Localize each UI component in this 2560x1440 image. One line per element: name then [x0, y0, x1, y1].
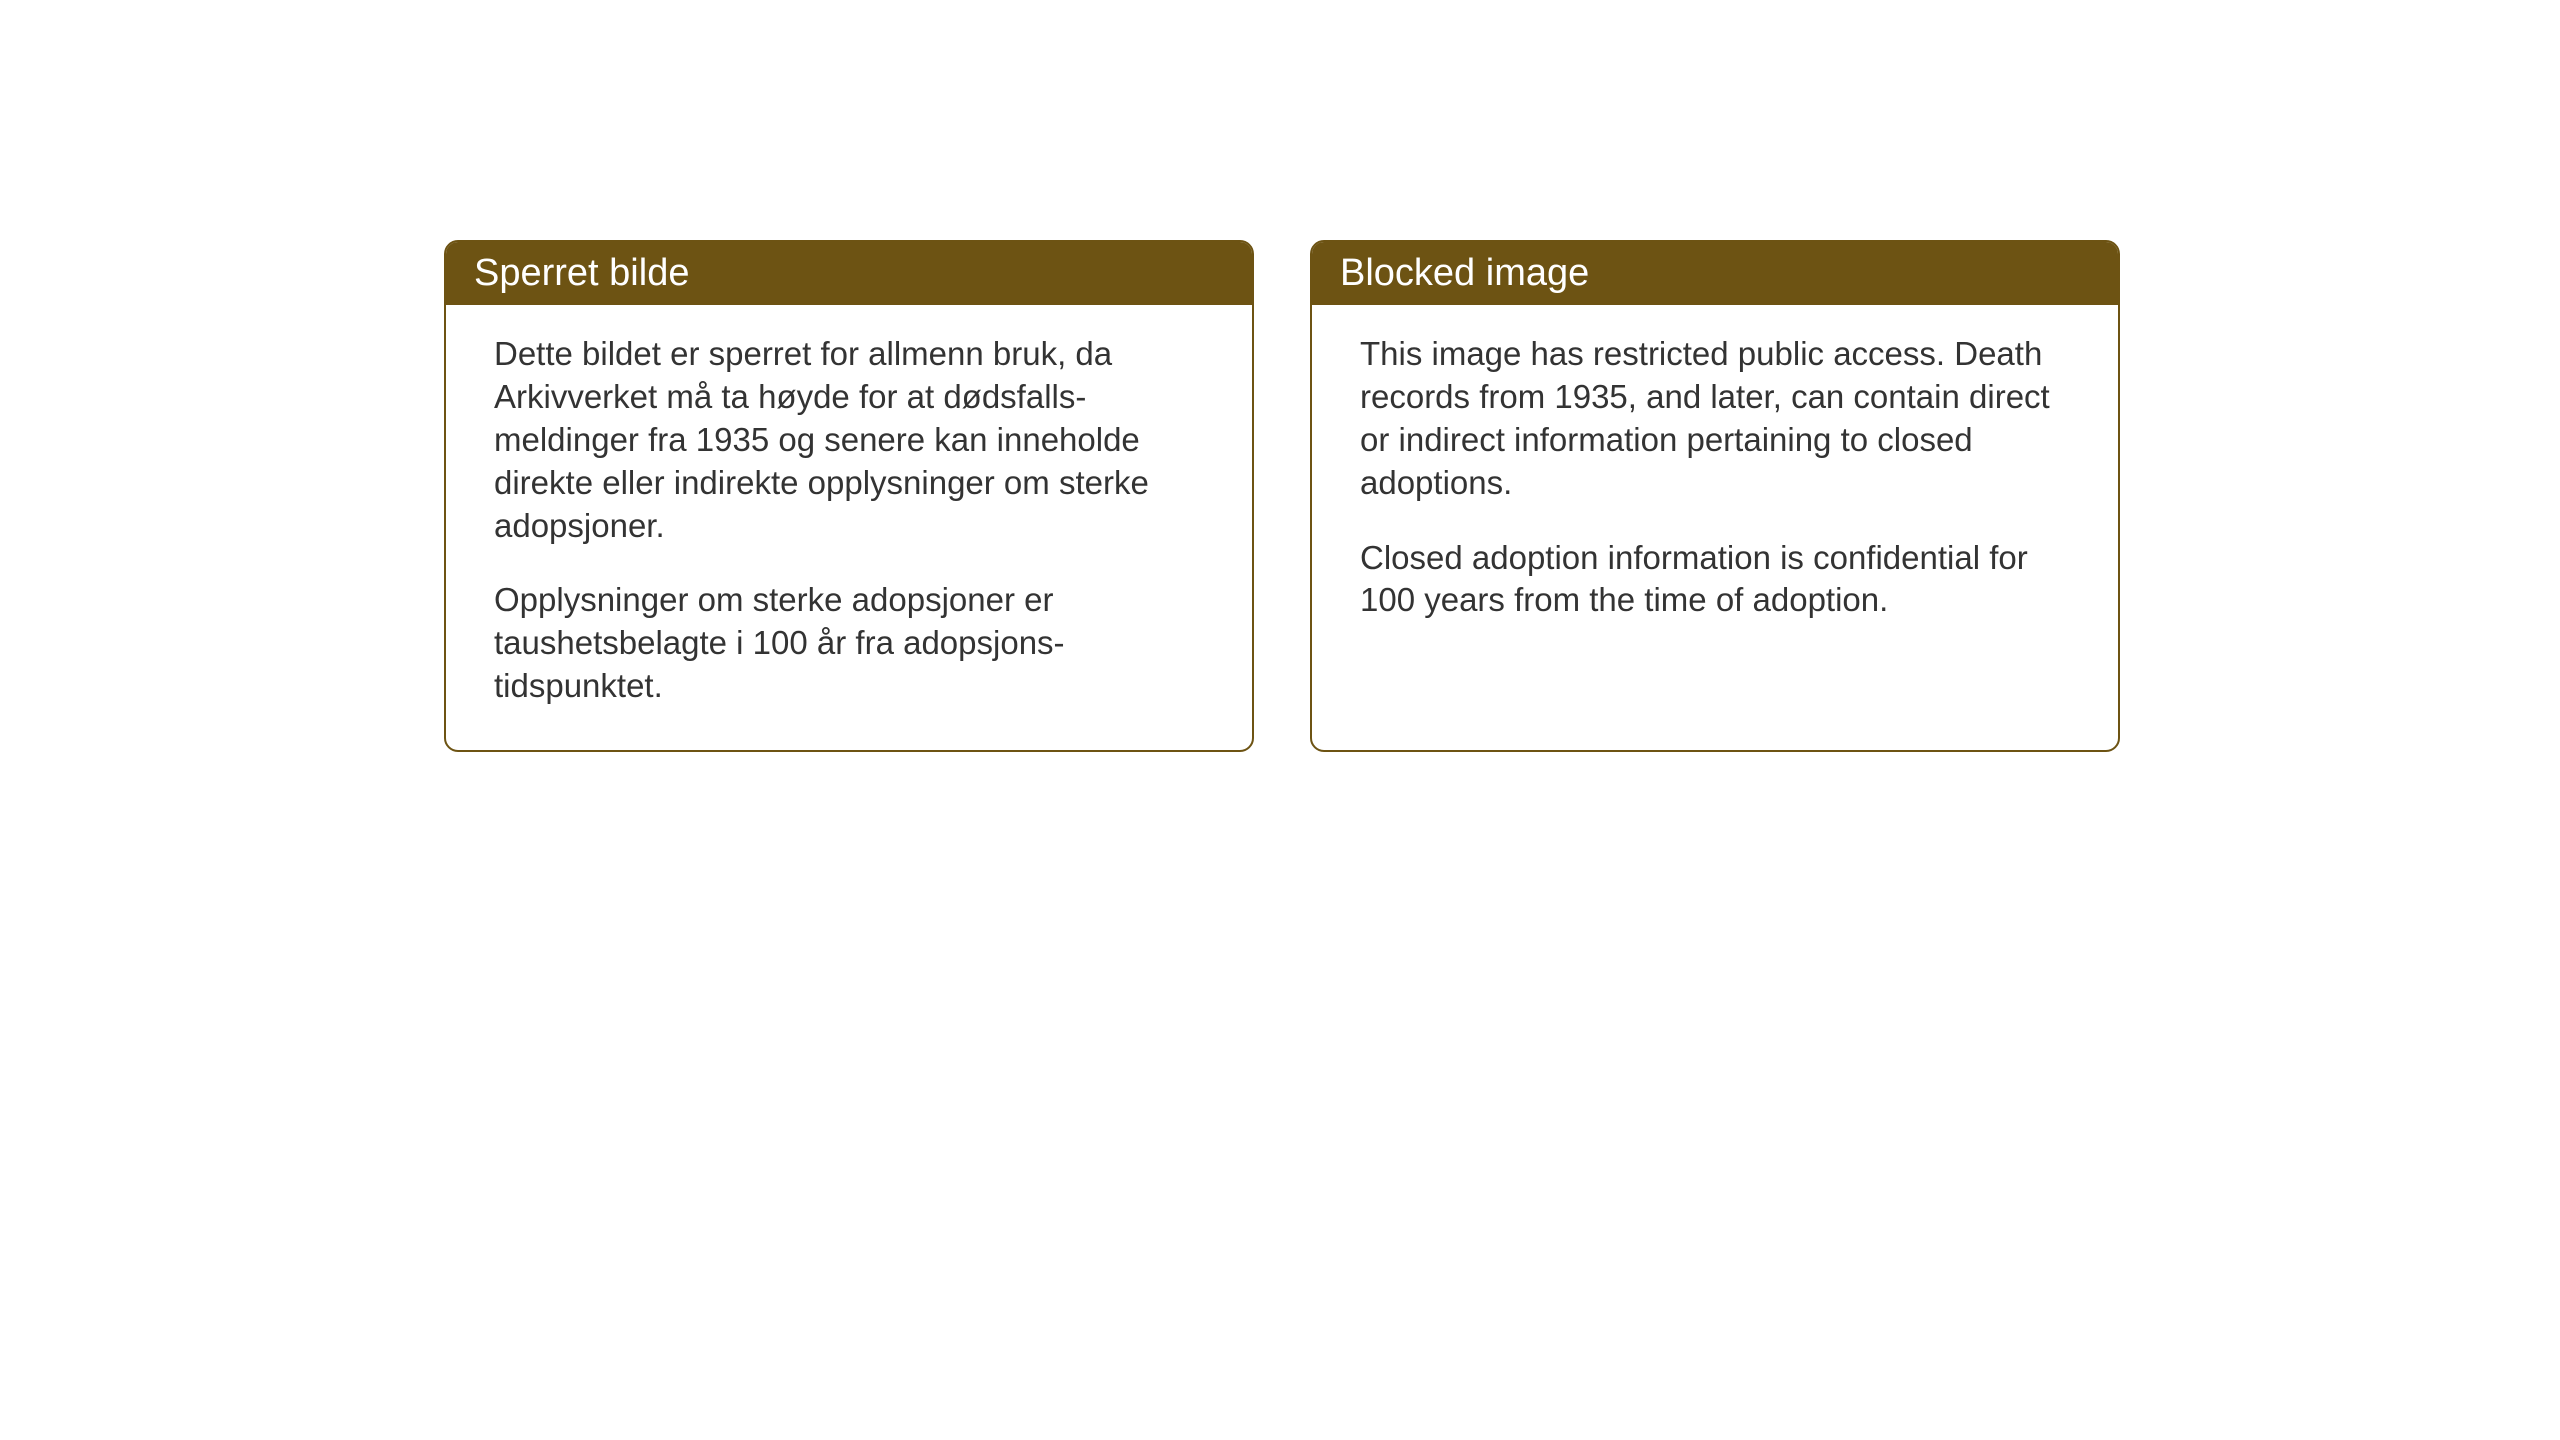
notice-header-english: Blocked image — [1312, 242, 2118, 305]
notice-body-english: This image has restricted public access.… — [1312, 305, 2118, 664]
notice-paragraph-2-english: Closed adoption information is confident… — [1360, 537, 2070, 623]
notice-paragraph-2-norwegian: Opplysninger om sterke adopsjoner er tau… — [494, 579, 1204, 708]
notices-container: Sperret bilde Dette bildet er sperret fo… — [444, 240, 2120, 752]
notice-paragraph-1-norwegian: Dette bildet er sperret for allmenn bruk… — [494, 333, 1204, 547]
notice-body-norwegian: Dette bildet er sperret for allmenn bruk… — [446, 305, 1252, 750]
notice-box-english: Blocked image This image has restricted … — [1310, 240, 2120, 752]
notice-title-english: Blocked image — [1340, 252, 1589, 294]
notice-header-norwegian: Sperret bilde — [446, 242, 1252, 305]
notice-paragraph-1-english: This image has restricted public access.… — [1360, 333, 2070, 505]
notice-title-norwegian: Sperret bilde — [474, 252, 689, 294]
notice-box-norwegian: Sperret bilde Dette bildet er sperret fo… — [444, 240, 1254, 752]
